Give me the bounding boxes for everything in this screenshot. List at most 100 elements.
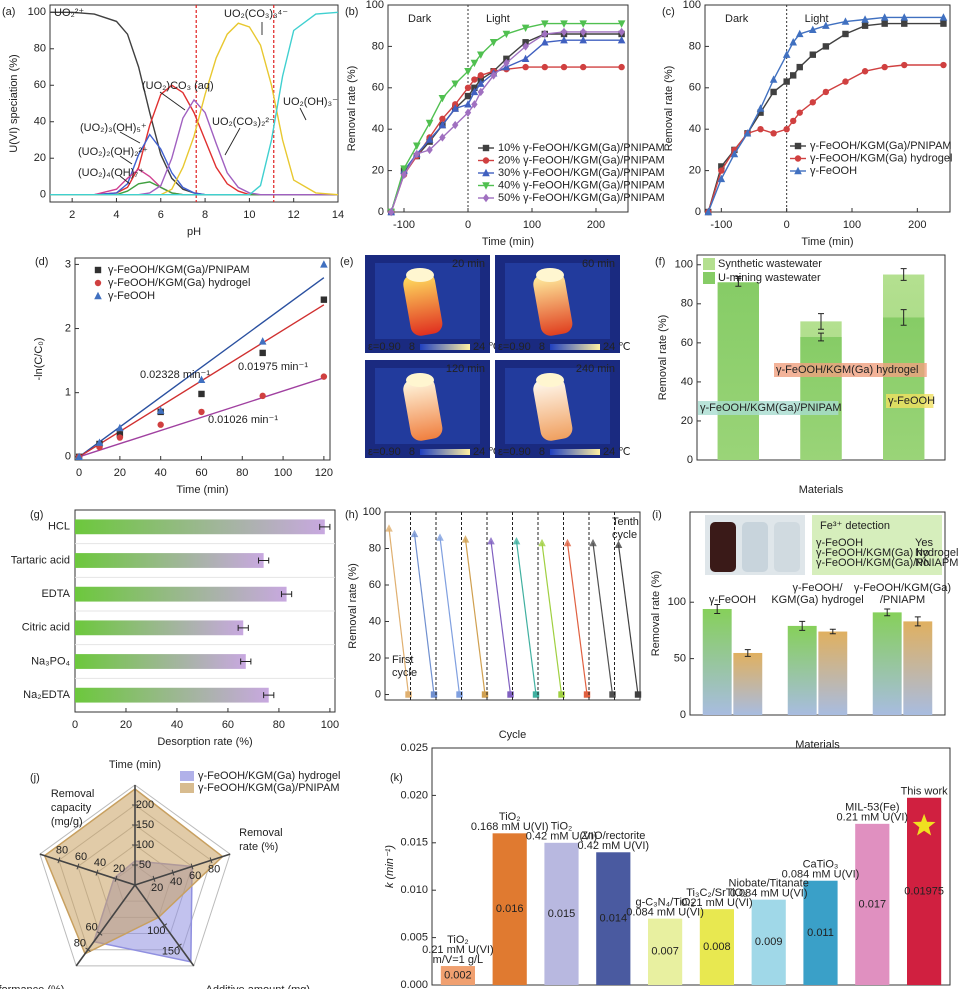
category-label: Na₂EDTA: [23, 689, 71, 701]
inset-title: Fe³⁺ detection: [820, 520, 890, 532]
marker: [541, 29, 548, 39]
marker: [464, 100, 472, 108]
legend-label: 10% γ-FeOOH/KGM(Ga)/PNIPAM: [498, 142, 665, 154]
radar-tick: [57, 857, 61, 864]
marker: [822, 21, 830, 29]
radar-tick: [209, 857, 213, 864]
legend-label: 30% γ-FeOOH/KGM(Ga)/PNIPAM: [498, 167, 665, 179]
x-tick-label: 20: [120, 719, 132, 731]
y-tick-label: 100: [683, 0, 701, 11]
marker: [589, 538, 597, 547]
error-bar: [914, 616, 921, 627]
marker: [477, 72, 484, 79]
annotation: Dark: [725, 13, 749, 25]
value-label: 0.011: [807, 927, 834, 939]
category-label: 0.084 mM U(VI): [782, 869, 860, 881]
legend-label: Synthetic wastewater: [718, 258, 822, 270]
cycle-line: [566, 542, 588, 695]
legend-label: γ-FeOOH: [810, 165, 857, 177]
panel-label: (k): [390, 772, 403, 784]
marker: [451, 80, 459, 88]
y-tick-label: 0.015: [400, 837, 428, 849]
bar: [492, 833, 527, 985]
label-highlight: [698, 401, 839, 415]
error-bar: [735, 277, 742, 287]
radar-axis-label: (mg/g): [51, 816, 83, 828]
y-axis-label: Removal rate (%): [663, 66, 675, 152]
marker: [482, 193, 490, 203]
marker: [756, 104, 765, 112]
pointer-arrow: [119, 155, 133, 165]
y-tick-label: 100: [668, 596, 686, 608]
axes-frame: [74, 257, 331, 461]
bar: [75, 654, 246, 669]
marker: [558, 691, 565, 698]
species-label: UO₂(OH)₃⁻: [283, 96, 338, 108]
marker: [939, 13, 948, 21]
fit-label: 0.01975 min⁻¹: [238, 361, 308, 373]
y-tick-label: 40: [372, 123, 384, 135]
legend-swatch: [703, 258, 715, 270]
marker: [560, 35, 568, 44]
bar: [702, 608, 732, 715]
bar: [751, 899, 786, 985]
radar-tick-label: 20: [113, 863, 125, 875]
error-bar: [900, 268, 907, 281]
marker: [388, 207, 395, 217]
y-tick-label: 0: [695, 206, 701, 218]
marker: [842, 30, 849, 38]
marker: [502, 30, 511, 39]
marker: [482, 144, 490, 152]
marker: [259, 392, 266, 400]
panel-label: (e): [340, 256, 353, 268]
y-tick-label: 0: [65, 451, 71, 463]
marker: [901, 61, 908, 69]
category-label: This work: [901, 786, 949, 798]
y-tick-label: 80: [372, 40, 384, 52]
category-label: 0.168 mM U(VI): [471, 821, 549, 833]
bar: [717, 282, 759, 460]
marker: [481, 691, 489, 698]
y-tick-label: 100: [366, 0, 384, 11]
marker: [541, 20, 549, 28]
y-tick-label: 0: [40, 189, 46, 201]
marker: [451, 104, 459, 112]
radar-tick-label: 80: [74, 938, 86, 950]
x-tick-label: 100: [843, 219, 861, 231]
vial-cap: [536, 268, 564, 282]
scale-label: 8: [409, 341, 415, 353]
cycle-line: [439, 537, 461, 695]
bar: [544, 842, 579, 985]
marker: [609, 691, 616, 698]
series-line: [50, 11, 339, 196]
bar: [803, 880, 838, 985]
y-tick-label: 20: [372, 165, 384, 177]
marker: [861, 15, 869, 23]
marker: [503, 58, 510, 68]
marker: [425, 135, 434, 143]
marker: [634, 691, 642, 698]
panel-label: (f): [655, 256, 665, 268]
x-axis-label: Materials: [799, 484, 844, 496]
marker: [400, 170, 408, 179]
radar-tick-label: 40: [94, 857, 106, 869]
marker: [477, 87, 484, 97]
scale-label: 24 ℃: [603, 341, 631, 353]
marker: [259, 349, 266, 357]
x-axis-label: Cycle: [499, 729, 527, 741]
marker: [464, 108, 472, 117]
marker: [583, 691, 591, 698]
category-label: 0.21 mM U(VI): [837, 812, 909, 824]
category-label: 0.42 mM U(VI): [578, 840, 650, 852]
marker: [563, 538, 572, 547]
category-label: γ-FeOOH/: [792, 582, 843, 594]
error-bar: [799, 620, 806, 631]
marker: [116, 431, 124, 438]
y-tick-label: 0.025: [400, 742, 428, 754]
marker: [718, 167, 725, 174]
radar-tick: [176, 943, 182, 948]
marker: [470, 59, 479, 68]
y-tick-label: 60: [681, 337, 693, 349]
marker: [385, 524, 393, 532]
time-label: 60 min: [582, 258, 615, 270]
